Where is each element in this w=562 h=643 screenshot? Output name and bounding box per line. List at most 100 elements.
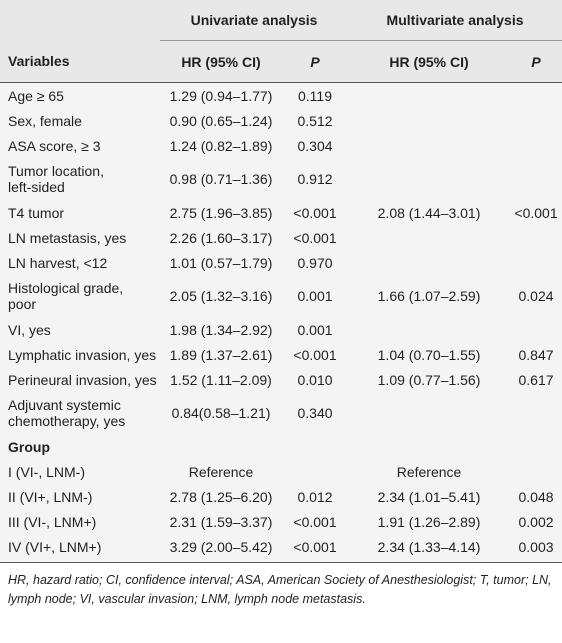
header-row: Variables HR (95% CI) P HR (95% CI) P [0, 40, 562, 83]
table-row: III (VI-, LNM+) 2.31 (1.59–3.37) <0.001 1.9… [0, 509, 562, 534]
variable-cell: LN metastasis, yes [8, 229, 127, 246]
value-cell: 0.847 [518, 346, 554, 363]
results-table: Univariate analysis Multivariate analysi… [0, 0, 562, 563]
value-cell: <0.001 [293, 204, 337, 221]
value-cell: 2.26 (1.60–3.17) [169, 229, 273, 246]
value-cell [510, 158, 562, 200]
value-cell [348, 250, 510, 275]
group-header: Univariate analysis [190, 12, 318, 28]
value-cell: <0.001 [514, 204, 558, 221]
value-cell: 1.09 (0.77–1.56) [377, 371, 481, 388]
value-cell [510, 83, 562, 109]
value-cell: 0.84(0.58–1.21) [171, 405, 271, 421]
variable-cell: LN harvest, <12 [8, 254, 108, 271]
value-cell: Reference [396, 463, 462, 480]
value-cell: <0.001 [293, 229, 337, 246]
table-header: Univariate analysis Multivariate analysi… [0, 0, 562, 83]
table-row: T4 tumor 2.75 (1.96–3.85) <0.001 2.08 (1.44… [0, 200, 562, 225]
variable-cell: Perineural invasion, yes [8, 371, 157, 388]
variable-cell: Adjuvant systemic chemotherapy, yes [0, 392, 160, 434]
value-cell [510, 250, 562, 275]
value-cell: 0.003 [510, 534, 562, 563]
variable-cell: Age ≥ 65 [8, 87, 64, 104]
value-cell: 0.617 [518, 371, 554, 388]
cell-line: Histological grade, [8, 280, 124, 296]
value-cell [348, 392, 510, 434]
variable-cell: III (VI-, LNM+) [8, 513, 97, 530]
value-cell [510, 225, 562, 250]
value-cell: 0.119 [298, 87, 332, 104]
group-header: Multivariate analysis [386, 12, 524, 28]
value-cell: 0.012 [297, 488, 333, 505]
value-cell: 2.34 (1.33–4.14) [348, 534, 511, 563]
value-cell: 0.001 [297, 288, 333, 304]
variable-cell: Tumor location, left-sided [0, 158, 160, 200]
value-cell: 0.024 [518, 288, 554, 304]
variable-cell: Lymphatic invasion, yes [8, 346, 157, 363]
footnote: HR, hazard ratio; CI, confidence interva… [0, 563, 562, 609]
value-cell: 2.78 (1.25–6.20) [169, 488, 273, 505]
table-row: I (VI-, LNM-) Reference Reference [0, 459, 562, 484]
value-cell: Reference [188, 463, 254, 480]
variable-cell: ASA score, ≥ 3 [8, 137, 101, 154]
table-row: Tumor location, left-sided 0.98 (0.71–1.36… [0, 158, 562, 200]
value-cell [348, 108, 510, 133]
column-header: Variables [0, 40, 160, 83]
value-cell [510, 317, 562, 342]
variable-cell: Sex, female [8, 112, 82, 129]
variable-cell: I (VI-, LNM-) [8, 463, 85, 480]
value-cell: 2.31 (1.59–3.37) [169, 513, 273, 530]
value-cell: 3.29 (2.00–5.42) [160, 534, 282, 563]
table-row: LN harvest, <12 1.01 (0.57–1.79) 0.970 [0, 250, 562, 275]
value-cell: <0.001 [282, 534, 349, 563]
table-row: VI, yes 1.98 (1.34–2.92) 0.001 [0, 317, 562, 342]
table-row: LN metastasis, yes 2.26 (1.60–3.17) <0.001 [0, 225, 562, 250]
value-cell: 0.340 [297, 405, 333, 421]
cell-line: poor [8, 296, 37, 312]
table-row: Age ≥ 65 1.29 (0.94–1.77) 0.119 [0, 83, 562, 109]
value-cell [510, 108, 562, 133]
table-row: Histological grade, poor 2.05 (1.32–3.16) 0… [0, 275, 562, 317]
value-cell: 1.52 (1.11–2.09) [170, 371, 272, 388]
value-cell: 1.24 (0.82–1.89) [169, 137, 273, 154]
value-cell: 0.970 [297, 254, 333, 271]
value-cell: 0.001 [297, 321, 333, 338]
value-cell [510, 133, 562, 158]
table-row: II (VI+, LNM-) 2.78 (1.25–6.20) 0.012 2.34 … [0, 484, 562, 509]
cell-line: Adjuvant systemic [8, 397, 121, 413]
cell-line: left-sided [8, 179, 65, 195]
value-cell [348, 133, 510, 158]
table-row: Sex, female 0.90 (0.65–1.24) 0.512 [0, 108, 562, 133]
section-title: Group [8, 438, 50, 455]
value-cell: <0.001 [293, 346, 337, 363]
section-row: Group [0, 434, 562, 459]
value-cell: 2.05 (1.32–3.16) [169, 288, 273, 304]
value-cell: 1.66 (1.07–2.59) [377, 288, 481, 304]
value-cell: 1.98 (1.34–2.92) [169, 321, 273, 338]
column-header: HR (95% CI) [160, 40, 282, 83]
value-cell: 1.01 (0.57–1.79) [169, 254, 273, 271]
value-cell: 2.08 (1.44–3.01) [377, 204, 481, 221]
value-cell: 1.89 (1.37–2.61) [169, 346, 273, 363]
value-cell: 0.002 [518, 513, 554, 530]
value-cell: 1.04 (0.70–1.55) [377, 346, 481, 363]
column-header: HR (95% CI) [348, 40, 511, 83]
value-cell: 1.29 (0.94–1.77) [169, 87, 273, 104]
cell-line: chemotherapy, yes [8, 413, 126, 429]
column-header: P [282, 40, 349, 83]
header-row: Univariate analysis Multivariate analysi… [0, 0, 562, 41]
value-cell [348, 83, 510, 109]
table-row: ASA score, ≥ 3 1.24 (0.82–1.89) 0.304 [0, 133, 562, 158]
cell-line: Tumor location, [8, 163, 104, 179]
value-cell [510, 392, 562, 434]
value-cell: 1.91 (1.26–2.89) [377, 513, 481, 530]
variable-cell: Histological grade, poor [0, 275, 160, 317]
table-row: Lymphatic invasion, yes 1.89 (1.37–2.61) <… [0, 342, 562, 367]
value-cell [510, 459, 562, 484]
value-cell [348, 225, 510, 250]
table-row: Adjuvant systemic chemotherapy, yes 0.84(0… [0, 392, 562, 434]
value-cell: 2.34 (1.01–5.41) [377, 488, 481, 505]
value-cell: 0.010 [297, 371, 333, 388]
value-cell [348, 158, 510, 200]
